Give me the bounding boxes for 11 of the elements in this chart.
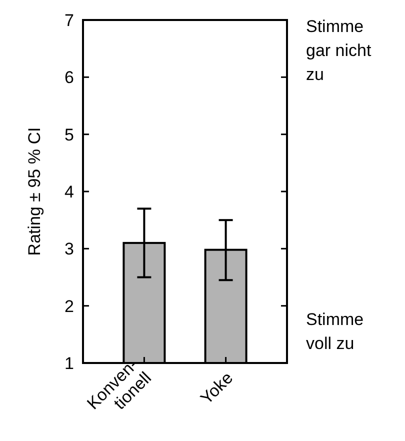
y-tick-label: 6	[64, 68, 74, 88]
y-tick-label: 4	[64, 182, 74, 202]
y-tick-label: 2	[64, 296, 74, 316]
x-tick-label: Yoke	[196, 368, 237, 408]
text: Stimme gar nicht zu	[306, 16, 372, 84]
y-tick-label: 7	[64, 10, 74, 30]
text: Stimme voll zu	[306, 310, 364, 353]
y-axis-title: Rating ± 95 % CI	[25, 127, 44, 256]
y-tick-label: 1	[64, 354, 74, 373]
y-tick-label: 3	[64, 240, 74, 259]
y-tick-label: 5	[64, 125, 74, 144]
